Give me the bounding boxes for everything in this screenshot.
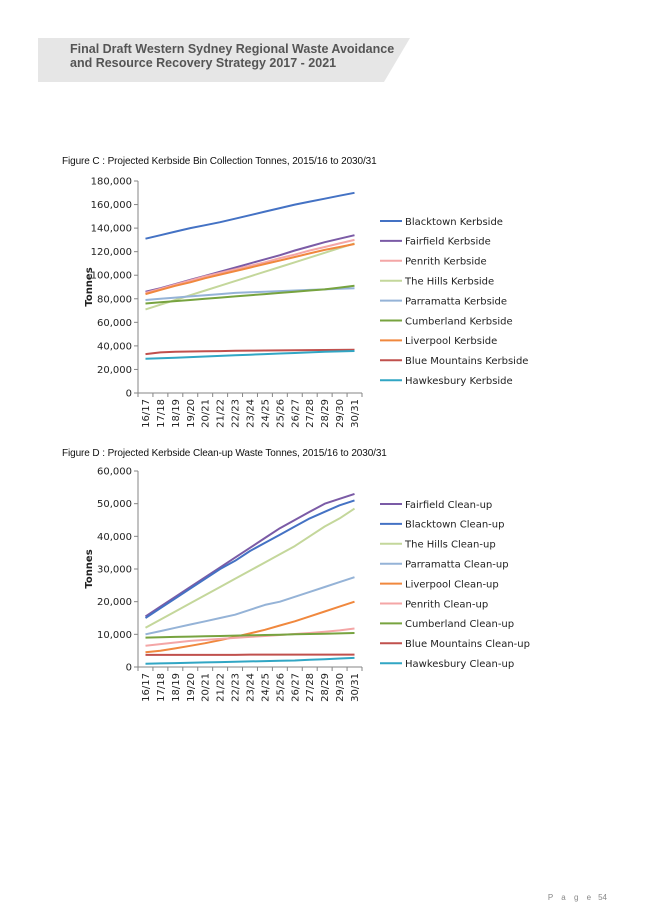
figure-d-legend-label-liverpool-clean-up: Liverpool Clean-up [405, 579, 499, 590]
figure-d-legend-label-blacktown-clean-up: Blacktown Clean-up [405, 520, 504, 531]
figure-d-series-line-the-hills-clean-up [145, 507, 356, 629]
figure-c-legend-label-hawkesbury-kerbside: Hawkesbury Kerbside [405, 376, 513, 387]
figure-d-x-tick-label: 26/27 [290, 673, 301, 702]
figure-c-series-line-penrith-kerbside [145, 238, 355, 294]
figure-d-caption: Figure D : Projected Kerbside Clean-up W… [62, 448, 387, 459]
figure-c-legend-label-blue-mountains-kerbside: Blue Mountains Kerbside [405, 356, 528, 367]
document-title-line-1: Final Draft Western Sydney Regional Wast… [70, 42, 395, 56]
figure-c-y-tick-label: 160,000 [91, 200, 132, 211]
figure-c-legend-label-parramatta-kerbside: Parramatta Kerbside [405, 296, 507, 307]
figure-c-y-tick-label: 60,000 [97, 318, 132, 329]
page-label: P a g e [547, 893, 595, 902]
figure-d-series-line-blacktown-clean-up [144, 499, 355, 619]
figure-c-series-line-the-hills-kerbside [145, 242, 355, 311]
figure-c-y-tick-label: 100,000 [91, 271, 132, 282]
figure-d-x-tick-label: 16/17 [141, 673, 152, 702]
page-footer: P a g e 54 [548, 893, 607, 902]
figure-c-x-tick-label: 16/17 [141, 399, 152, 428]
figure-c-chart: 0 20,000 40,000 60,000 80,000 100,000 120,000 1… [84, 177, 528, 428]
figure-d-legend-label-hawkesbury-clean-up: Hawkesbury Clean-up [405, 659, 514, 670]
figure-d-series-line-penrith-clean-up [145, 627, 355, 647]
figure-d-x-tick-label: 18/19 [171, 673, 182, 702]
figure-c-y-tick-label: 140,000 [91, 224, 132, 235]
figure-d-y-tick-label: 10,000 [97, 630, 132, 641]
figure-d-x-tick-label: 28/29 [320, 673, 331, 702]
figure-d-x-tick-label: 17/18 [156, 673, 167, 702]
figure-c-y-tick-label: 180,000 [91, 177, 132, 188]
figure-c-caption: Figure C : Projected Kerbside Bin Collec… [62, 156, 377, 167]
figure-d-x-tick-label: 29/30 [335, 673, 346, 702]
figure-c-series-line-blacktown-kerbside [145, 191, 355, 240]
figure-c-series-line-liverpool-kerbside [145, 243, 355, 296]
figure-d-x-tick-label: 22/23 [231, 673, 242, 702]
figure-d-y-tick-label: 30,000 [97, 565, 132, 576]
figure-c-y-axis-title: Tonnes [84, 267, 95, 306]
figure-d-y-tick-label: 50,000 [97, 499, 132, 510]
figure-c-legend-label-cumberland-kerbside: Cumberland Kerbside [405, 316, 513, 327]
figure-d-series-line-fairfield-clean-up [144, 492, 355, 618]
figure-d-y-tick-label: 60,000 [97, 467, 132, 478]
figure-d-x-tick-label: 19/20 [186, 673, 197, 702]
figure-c-legend-label-fairfield-kerbside: Fairfield Kerbside [405, 237, 491, 248]
figure-c-x-tick-label: 23/24 [246, 399, 257, 428]
figure-d-x-tick-label: 20/21 [201, 673, 212, 702]
figure-d-x-tick-label: 21/22 [216, 673, 227, 702]
figure-c-x-tick-label: 28/29 [320, 399, 331, 428]
figure-c-series-line-blue-mountains-kerbside [145, 348, 355, 356]
figure-c-x-tick-label: 20/21 [201, 399, 212, 428]
figure-d-series-line-liverpool-clean-up [145, 600, 355, 654]
figure-c-x-tick-label: 17/18 [156, 399, 167, 428]
header-banner-shape [38, 38, 410, 82]
figure-d-x-tick-label: 30/31 [350, 673, 361, 702]
figure-d-y-tick-label: 20,000 [97, 597, 132, 608]
figure-c-x-tick-label: 25/26 [275, 399, 286, 428]
figure-c-y-tick-label: 40,000 [97, 341, 132, 352]
figure-d-y-tick-label: 40,000 [97, 532, 132, 543]
figure-c-x-tick-label: 24/25 [260, 399, 271, 428]
figure-d-legend-label-parramatta-clean-up: Parramatta Clean-up [405, 560, 509, 571]
figure-c-x-tick-label: 22/23 [231, 399, 242, 428]
figure-c-y-tick-label: 0 [126, 389, 132, 400]
figure-d-series-line-hawkesbury-clean-up [145, 656, 355, 665]
figure-c-x-tick-label: 21/22 [216, 399, 227, 428]
figure-c-x-tick-label: 26/27 [290, 399, 301, 428]
figure-c-series-line-cumberland-kerbside [145, 284, 355, 305]
figure-d-x-tick-label: 23/24 [246, 673, 257, 702]
figure-d-x-tick-label: 27/28 [305, 673, 316, 702]
figure-d-legend-label-cumberland-clean-up: Cumberland Clean-up [405, 619, 514, 630]
figure-d-series-line-cumberland-clean-up [145, 632, 355, 639]
figure-c-legend-label-the-hills-kerbside: The Hills Kerbside [404, 277, 494, 288]
figure-c-x-tick-label: 19/20 [186, 399, 197, 428]
document-title-line-2: and Resource Recovery Strategy 2017 - 20… [70, 56, 337, 70]
figure-c-x-tick-label: 18/19 [171, 399, 182, 428]
figure-c-y-tick-label: 20,000 [97, 365, 132, 376]
figure-d-chart: 0 10,000 20,000 30,000 40,000 50,000 60,000 16/… [84, 467, 530, 702]
figure-d-legend-label-fairfield-clean-up: Fairfield Clean-up [405, 500, 492, 511]
figure-c-y-tick-label: 80,000 [97, 294, 132, 305]
figure-c-legend-label-liverpool-kerbside: Liverpool Kerbside [405, 336, 497, 347]
figure-d-legend-label-penrith-clean-up: Penrith Clean-up [405, 599, 488, 610]
figure-c-x-tick-label: 30/31 [350, 399, 361, 428]
figure-c-legend-label-blacktown-kerbside: Blacktown Kerbside [405, 217, 503, 228]
figure-d-legend-label-the-hills-clean-up: The Hills Clean-up [404, 540, 496, 551]
figure-d-x-tick-label: 25/26 [275, 673, 286, 702]
figure-c-legend-label-penrith-kerbside: Penrith Kerbside [405, 257, 487, 268]
figure-c-y-tick-label: 120,000 [91, 247, 132, 258]
figure-c-x-tick-label: 27/28 [305, 399, 316, 428]
figure-d-legend-label-blue-mountains-clean-up: Blue Mountains Clean-up [405, 639, 530, 650]
figure-d-y-tick-label: 0 [126, 663, 132, 674]
figure-c-series-line-hawkesbury-kerbside [145, 350, 355, 360]
header-banner: Final Draft Western Sydney Regional Wast… [38, 38, 410, 82]
page-number: 54 [598, 893, 607, 902]
figure-d-x-tick-label: 24/25 [260, 673, 271, 702]
figure-d-series-line-parramatta-clean-up [145, 576, 355, 636]
figure-d-y-axis-title: Tonnes [84, 549, 95, 588]
figure-c-x-tick-label: 29/30 [335, 399, 346, 428]
